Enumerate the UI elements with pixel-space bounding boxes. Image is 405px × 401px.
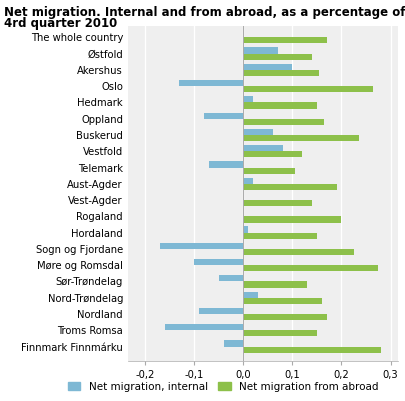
Bar <box>243 151 301 158</box>
Bar <box>243 37 326 43</box>
Bar <box>164 324 243 330</box>
Bar <box>209 161 243 168</box>
Bar <box>243 70 319 76</box>
Bar <box>243 249 353 255</box>
Bar <box>243 178 252 184</box>
Bar <box>243 265 377 271</box>
Bar <box>203 113 243 119</box>
Bar <box>194 259 243 265</box>
Bar <box>243 96 252 102</box>
Bar <box>243 298 321 304</box>
Bar <box>243 227 247 233</box>
Text: Net migration. Internal and from abroad, as a percentage of population: Net migration. Internal and from abroad,… <box>4 6 405 19</box>
Bar <box>243 292 257 298</box>
Bar <box>160 243 243 249</box>
Bar <box>243 330 316 336</box>
Bar <box>243 282 306 288</box>
Bar <box>243 217 341 223</box>
Bar <box>243 102 316 109</box>
Bar <box>243 64 292 70</box>
Bar <box>243 86 373 92</box>
Bar <box>243 346 380 353</box>
Bar <box>223 340 243 346</box>
Bar <box>243 168 294 174</box>
Bar <box>243 54 311 60</box>
Bar <box>243 47 277 54</box>
Bar <box>243 135 358 141</box>
Bar <box>243 119 324 125</box>
Bar <box>243 233 316 239</box>
Bar <box>243 145 282 151</box>
Bar <box>243 200 311 206</box>
Bar <box>243 314 326 320</box>
Bar <box>179 80 243 86</box>
Bar <box>243 129 272 135</box>
Text: 4rd quarter 2010: 4rd quarter 2010 <box>4 17 117 30</box>
Legend: Net migration, internal, Net migration from abroad: Net migration, internal, Net migration f… <box>64 377 382 396</box>
Bar <box>218 275 243 282</box>
Bar <box>243 184 336 190</box>
Bar <box>198 308 243 314</box>
